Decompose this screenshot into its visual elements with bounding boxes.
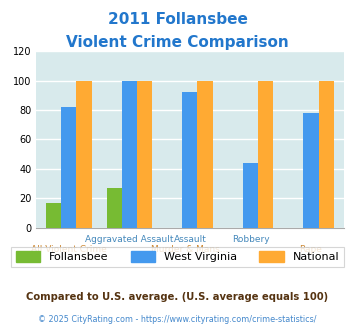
Bar: [122, 81, 137, 228]
Bar: [258, 81, 273, 228]
Bar: [197, 81, 213, 228]
Text: Robbery: Robbery: [232, 235, 269, 244]
Text: 2011 Follansbee: 2011 Follansbee: [108, 12, 247, 26]
Text: Murder & Mans...: Murder & Mans...: [151, 246, 229, 254]
Text: Assault: Assault: [174, 235, 206, 244]
Legend: Follansbee, West Virginia, National: Follansbee, West Virginia, National: [11, 247, 344, 267]
Text: Aggravated Assault: Aggravated Assault: [85, 235, 174, 244]
Text: Compared to U.S. average. (U.S. average equals 100): Compared to U.S. average. (U.S. average …: [26, 292, 329, 302]
Bar: [182, 92, 197, 228]
Bar: [46, 203, 61, 228]
Bar: [76, 81, 92, 228]
Bar: [137, 81, 152, 228]
Bar: [61, 107, 76, 228]
Text: All Violent Crime: All Violent Crime: [31, 246, 107, 254]
Bar: [319, 81, 334, 228]
Text: Violent Crime Comparison: Violent Crime Comparison: [66, 35, 289, 50]
Bar: [243, 163, 258, 228]
Bar: [304, 113, 319, 228]
Bar: [106, 188, 122, 228]
Text: Rape: Rape: [300, 246, 322, 254]
Text: © 2025 CityRating.com - https://www.cityrating.com/crime-statistics/: © 2025 CityRating.com - https://www.city…: [38, 315, 317, 324]
